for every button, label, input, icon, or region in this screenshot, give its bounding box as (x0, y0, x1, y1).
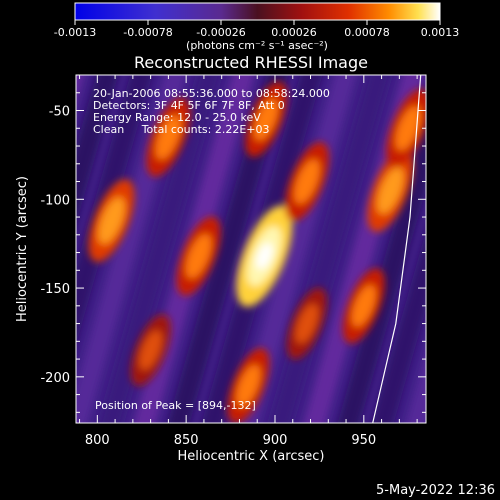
bright-source (285, 142, 329, 221)
info-line-energy: Energy Range: 12.0 - 25.0 keV (93, 111, 261, 124)
y-tick-label: -100 (40, 193, 70, 208)
background-stripe (167, 75, 289, 423)
info-line-detectors: Detectors: 3F 4F 5F 6F 7F 8F, Att 0 (93, 99, 285, 112)
info-line-time: 20-Jan-2006 08:55:36.000 to 08:58:24.000 (93, 87, 330, 100)
colorbar-tick-label: -0.00026 (196, 26, 245, 39)
x-tick-label: 850 (174, 433, 199, 448)
bright-source (88, 179, 135, 262)
solar-limb-curve (372, 75, 422, 423)
bright-sources (88, 81, 426, 423)
bright-source (386, 88, 426, 168)
colorbar-tick-label: 0.00078 (344, 26, 390, 39)
plot-frame (75, 74, 427, 424)
y-axis-label: Heliocentric Y (arcsec) (15, 176, 30, 322)
colorbar (74, 2, 441, 21)
background-stripe (405, 351, 426, 423)
peak-position-label: Position of Peak = [894,-132] (95, 399, 256, 412)
bright-source (227, 348, 270, 423)
y-tick-label: -50 (49, 105, 70, 120)
x-tick-label: 900 (263, 433, 288, 448)
bright-source (245, 81, 287, 157)
background-stripe (468, 55, 500, 443)
bright-source (367, 149, 414, 232)
bright-source (236, 205, 293, 307)
bright-source (287, 287, 327, 360)
y-tick-labels: -50 -100 -150 -200 (40, 105, 70, 386)
background-stripe (434, 55, 500, 443)
bright-source (146, 97, 191, 177)
bright-source (130, 314, 171, 386)
info-block: 20-Jan-2006 08:55:36.000 to 08:58:24.000… (93, 87, 330, 136)
chart-title: Reconstructed RHESSI Image (134, 53, 368, 72)
x-tick-label: 950 (351, 433, 376, 448)
colorbar-tick-label: 0.0013 (421, 26, 460, 39)
colorbar-tick-labels: -0.0013 -0.00078 -0.00026 0.00026 0.00078 0.0… (54, 26, 459, 39)
background-stripe (76, 75, 85, 105)
colorbar-tick-label: 0.00026 (271, 26, 317, 39)
axis-ticks (76, 74, 426, 423)
background-stripe (76, 75, 119, 225)
bright-source (342, 268, 385, 344)
y-tick-label: -200 (40, 371, 70, 386)
info-line-clean: Clean Total counts: 2.22E+03 (93, 123, 270, 136)
x-tick-label: 800 (85, 433, 110, 448)
bright-source (176, 216, 221, 296)
colorbar-ticks (74, 20, 441, 25)
colorbar-tick-label: -0.0013 (54, 26, 96, 39)
timestamp: 5-May-2022 12:36 (376, 483, 495, 498)
x-tick-labels: 800 850 900 950 (85, 433, 376, 448)
colorbar-unit-label: (photons cm⁻² s⁻¹ asec⁻²) (186, 39, 328, 52)
background-stripe (99, 75, 221, 423)
x-axis-label: Heliocentric X (arcsec) (178, 449, 325, 464)
y-tick-label: -150 (40, 282, 70, 297)
background-stripe (371, 231, 426, 423)
colorbar-tick-label: -0.00078 (123, 26, 172, 39)
